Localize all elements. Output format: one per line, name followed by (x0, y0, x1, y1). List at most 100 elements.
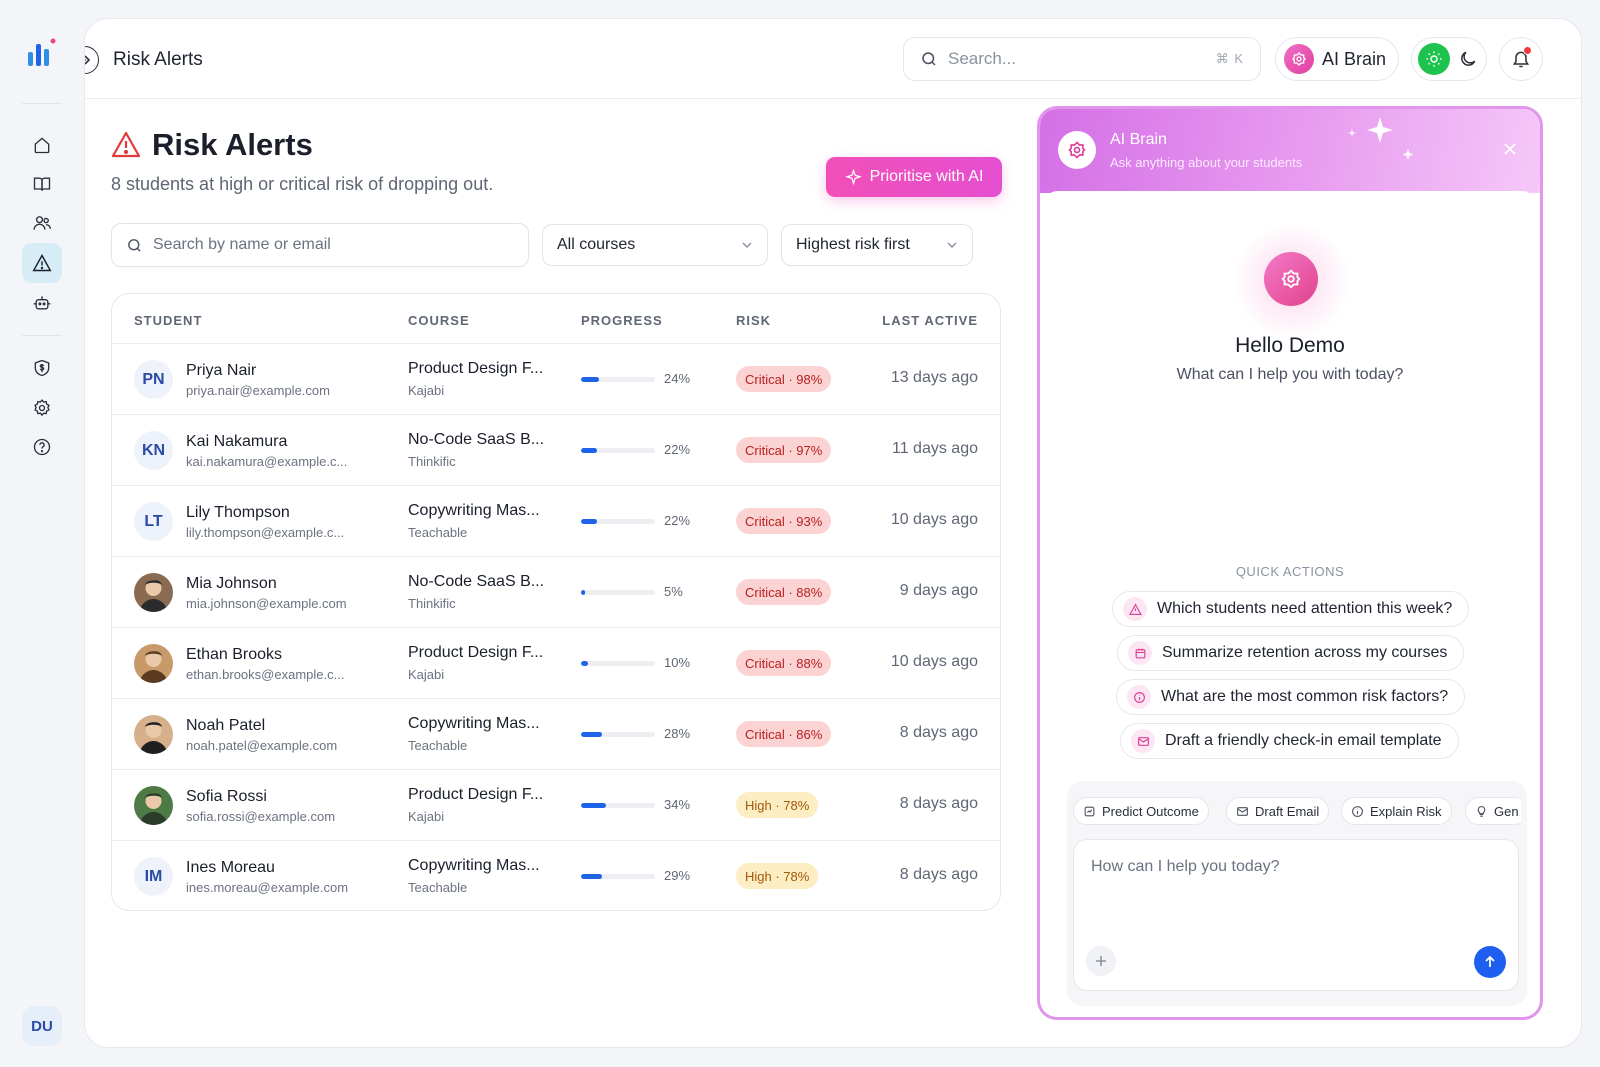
chip-draft-email[interactable]: Draft Email (1226, 797, 1330, 825)
student-name[interactable]: Lily Thompson (186, 504, 290, 521)
quick-action-retention[interactable]: Summarize retention across my courses (1117, 635, 1465, 671)
ai-brain-button[interactable]: AI Brain (1275, 37, 1399, 81)
risk-badge: Critical · 88% (736, 579, 832, 605)
moon-icon[interactable] (1458, 49, 1478, 69)
progress-bar (581, 448, 655, 453)
column-header-risk[interactable]: RISK (736, 313, 772, 328)
progress-bar (581, 590, 655, 595)
progress-fill (581, 590, 585, 595)
course-platform: Kajabi (408, 667, 445, 682)
course-filter-select[interactable]: All courses (542, 224, 768, 266)
expand-sidebar-button[interactable] (85, 46, 99, 74)
column-header-course[interactable]: COURSE (408, 313, 470, 328)
chip-predict-outcome[interactable]: Predict Outcome (1073, 797, 1209, 825)
quick-action-risk-factors[interactable]: What are the most common risk factors? (1116, 679, 1466, 715)
course-name: Copywriting Mas... (408, 857, 540, 874)
student-name[interactable]: Priya Nair (186, 362, 257, 379)
student-name[interactable]: Ines Moreau (186, 859, 275, 876)
search-icon (128, 238, 141, 252)
chip-generate[interactable]: Gen (1465, 797, 1521, 825)
ai-brain-icon (1264, 252, 1318, 306)
course-name: No-Code SaaS B... (408, 431, 545, 448)
table-row[interactable]: Ethan Brooks ethan.brooks@example.c... P… (112, 628, 1000, 699)
course-platform: Teachable (408, 525, 468, 540)
sidebar: DU (0, 0, 84, 1067)
ai-panel-body: Hello Demo What can I help you with toda… (1042, 191, 1538, 1017)
notifications-button[interactable] (1499, 37, 1543, 81)
table-row[interactable]: Mia Johnson mia.johnson@example.com No-C… (112, 557, 1000, 628)
ai-panel-header: AI Brain Ask anything about your student… (1040, 109, 1540, 193)
top-bar: Risk Alerts Search... ⌘ K AI Brain (85, 19, 1581, 99)
course-name: No-Code SaaS B... (408, 573, 545, 590)
sidebar-item-help[interactable] (22, 427, 62, 467)
page-title: Risk Alerts (152, 127, 313, 162)
quick-action-check-in-email[interactable]: Draft a friendly check-in email template (1120, 723, 1459, 759)
lightbulb-icon (1477, 805, 1486, 817)
chat-input-placeholder: How can I help you today? (1091, 858, 1280, 875)
prioritise-with-ai-button[interactable]: Prioritise with AI (826, 157, 1002, 197)
table-header: STUDENT COURSE PROGRESS RISK LAST ACTIVE (112, 294, 1000, 344)
student-name[interactable]: Kai Nakamura (186, 433, 288, 450)
table-row[interactable]: PN Priya Nair priya.nair@example.com Pro… (112, 344, 1000, 415)
table-row[interactable]: Sofia Rossi sofia.rossi@example.com Prod… (112, 770, 1000, 841)
send-button[interactable] (1474, 946, 1506, 978)
student-email: ines.moreau@example.com (186, 880, 349, 895)
chat-input[interactable]: How can I help you today? (1073, 839, 1519, 991)
last-active: 8 days ago (899, 866, 978, 883)
book-icon (33, 177, 51, 191)
attach-button[interactable] (1086, 946, 1116, 976)
student-name[interactable]: Noah Patel (186, 717, 266, 734)
course-platform: Kajabi (408, 809, 445, 824)
arrow-up-icon (1485, 955, 1495, 967)
last-active: 8 days ago (899, 724, 978, 741)
user-avatar[interactable]: DU (22, 1006, 62, 1046)
sidebar-item-billing[interactable] (22, 348, 62, 388)
quick-action-attention[interactable]: Which students need attention this week? (1112, 591, 1470, 627)
chip-label: Predict Outcome (1102, 803, 1199, 819)
sort-select[interactable]: Highest risk first (781, 224, 973, 266)
table-row[interactable]: IM Ines Moreau ines.moreau@example.com C… (112, 841, 1000, 910)
chevron-down-icon (947, 242, 957, 249)
theme-toggle[interactable] (1411, 37, 1487, 81)
sidebar-item-courses[interactable] (22, 164, 62, 204)
close-ai-panel-button[interactable] (1502, 141, 1518, 162)
student-name[interactable]: Ethan Brooks (186, 646, 283, 663)
risk-badge: Critical · 97% (736, 437, 832, 463)
progress-bar (581, 874, 655, 879)
progress-fill (581, 874, 603, 879)
student-search-input[interactable]: Search by name or email (111, 223, 529, 267)
sidebar-item-risk-alerts[interactable] (22, 243, 62, 283)
info-icon (1352, 805, 1363, 817)
sun-icon[interactable] (1418, 43, 1450, 75)
student-name[interactable]: Sofia Rossi (186, 788, 267, 805)
avatar-photo (134, 786, 173, 825)
sidebar-item-home[interactable] (22, 125, 62, 165)
table-row[interactable]: Noah Patel noah.patel@example.com Copywr… (112, 699, 1000, 770)
app-logo[interactable] (26, 38, 56, 70)
quick-action-label: Draft a friendly check-in email template (1165, 732, 1442, 749)
column-header-student[interactable]: STUDENT (134, 313, 203, 328)
course-platform: Thinkific (408, 596, 456, 611)
column-header-last-active[interactable]: LAST ACTIVE (882, 313, 978, 328)
course-platform: Teachable (408, 880, 468, 895)
student-name[interactable]: Mia Johnson (186, 575, 277, 592)
student-search-placeholder: Search by name or email (153, 236, 331, 253)
course-name: Product Design F... (408, 360, 544, 377)
student-email: priya.nair@example.com (186, 383, 330, 398)
column-header-progress[interactable]: PROGRESS (581, 313, 663, 328)
table-row[interactable]: LT Lily Thompson lily.thompson@example.c… (112, 486, 1000, 557)
mail-icon (1237, 806, 1248, 816)
table-row[interactable]: KN Kai Nakamura kai.nakamura@example.c..… (112, 415, 1000, 486)
global-search-input[interactable]: Search... ⌘ K (903, 37, 1261, 81)
ai-panel-title: AI Brain (1110, 131, 1167, 148)
sidebar-divider (22, 335, 62, 336)
chip-explain-risk[interactable]: Explain Risk (1341, 797, 1452, 825)
course-platform: Thinkific (408, 454, 456, 469)
sidebar-item-ai-agent[interactable] (22, 283, 62, 323)
warning-icon (1123, 597, 1147, 621)
shield-dollar-icon (34, 359, 50, 377)
chevrons-right-icon (85, 55, 91, 65)
sidebar-item-students[interactable] (22, 203, 62, 243)
sidebar-item-settings[interactable] (22, 388, 62, 428)
calendar-icon (1128, 641, 1152, 665)
